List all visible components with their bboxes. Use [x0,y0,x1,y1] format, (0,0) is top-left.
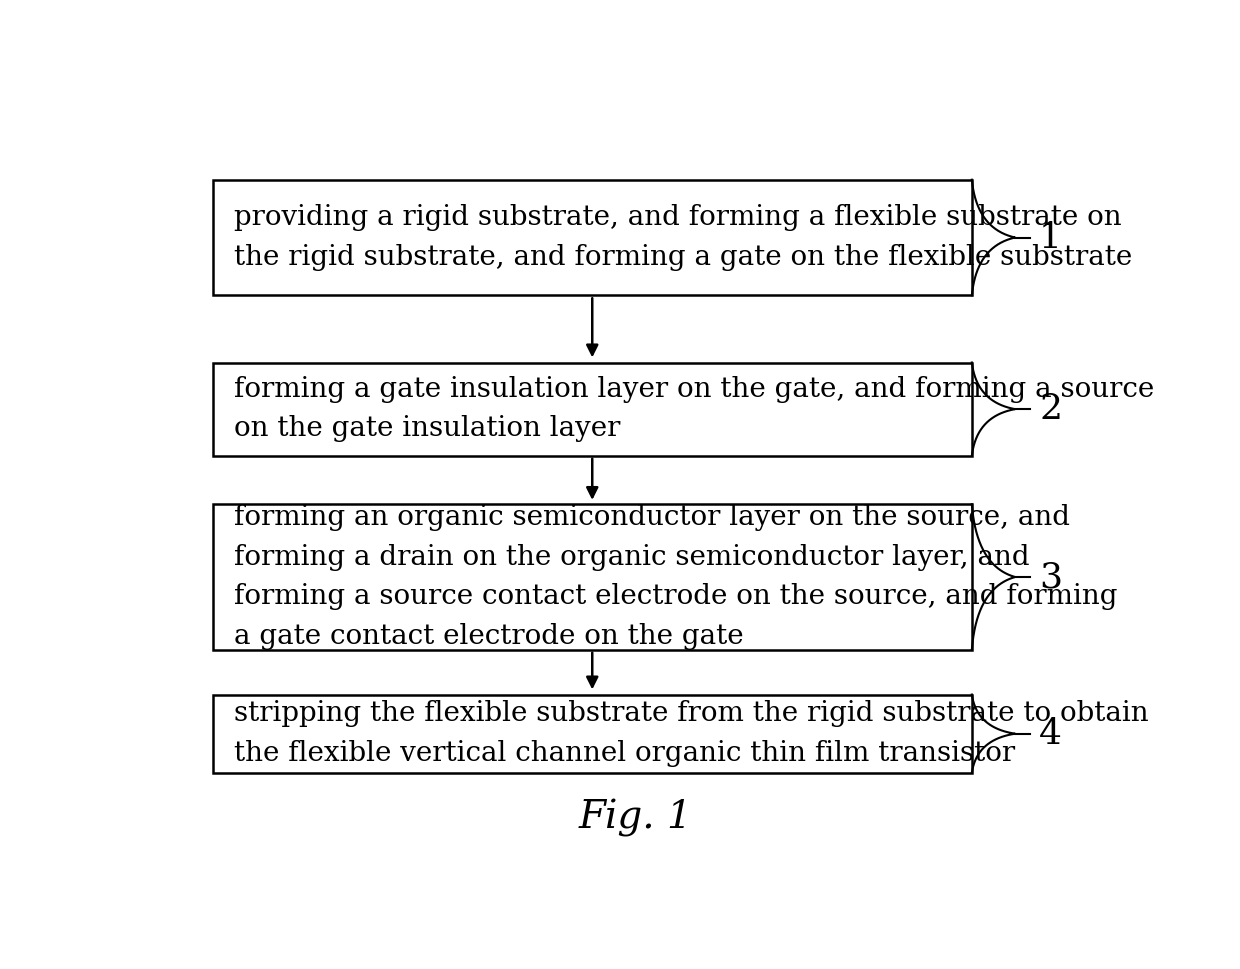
Text: 4: 4 [1039,717,1063,751]
Text: forming an organic semiconductor layer on the source, and
forming a drain on the: forming an organic semiconductor layer o… [234,504,1117,650]
FancyBboxPatch shape [213,179,972,296]
Text: stripping the flexible substrate from the rigid substrate to obtain
the flexible: stripping the flexible substrate from th… [234,701,1148,767]
Text: 3: 3 [1039,560,1063,594]
FancyBboxPatch shape [213,504,972,650]
Text: forming a gate insulation layer on the gate, and forming a source
on the gate in: forming a gate insulation layer on the g… [234,376,1154,443]
Text: providing a rigid substrate, and forming a flexible substrate on
the rigid subst: providing a rigid substrate, and forming… [234,204,1132,270]
Text: Fig. 1: Fig. 1 [579,798,692,836]
Text: 2: 2 [1039,392,1063,426]
FancyBboxPatch shape [213,362,972,455]
FancyBboxPatch shape [213,695,972,773]
Text: 1: 1 [1039,221,1063,255]
